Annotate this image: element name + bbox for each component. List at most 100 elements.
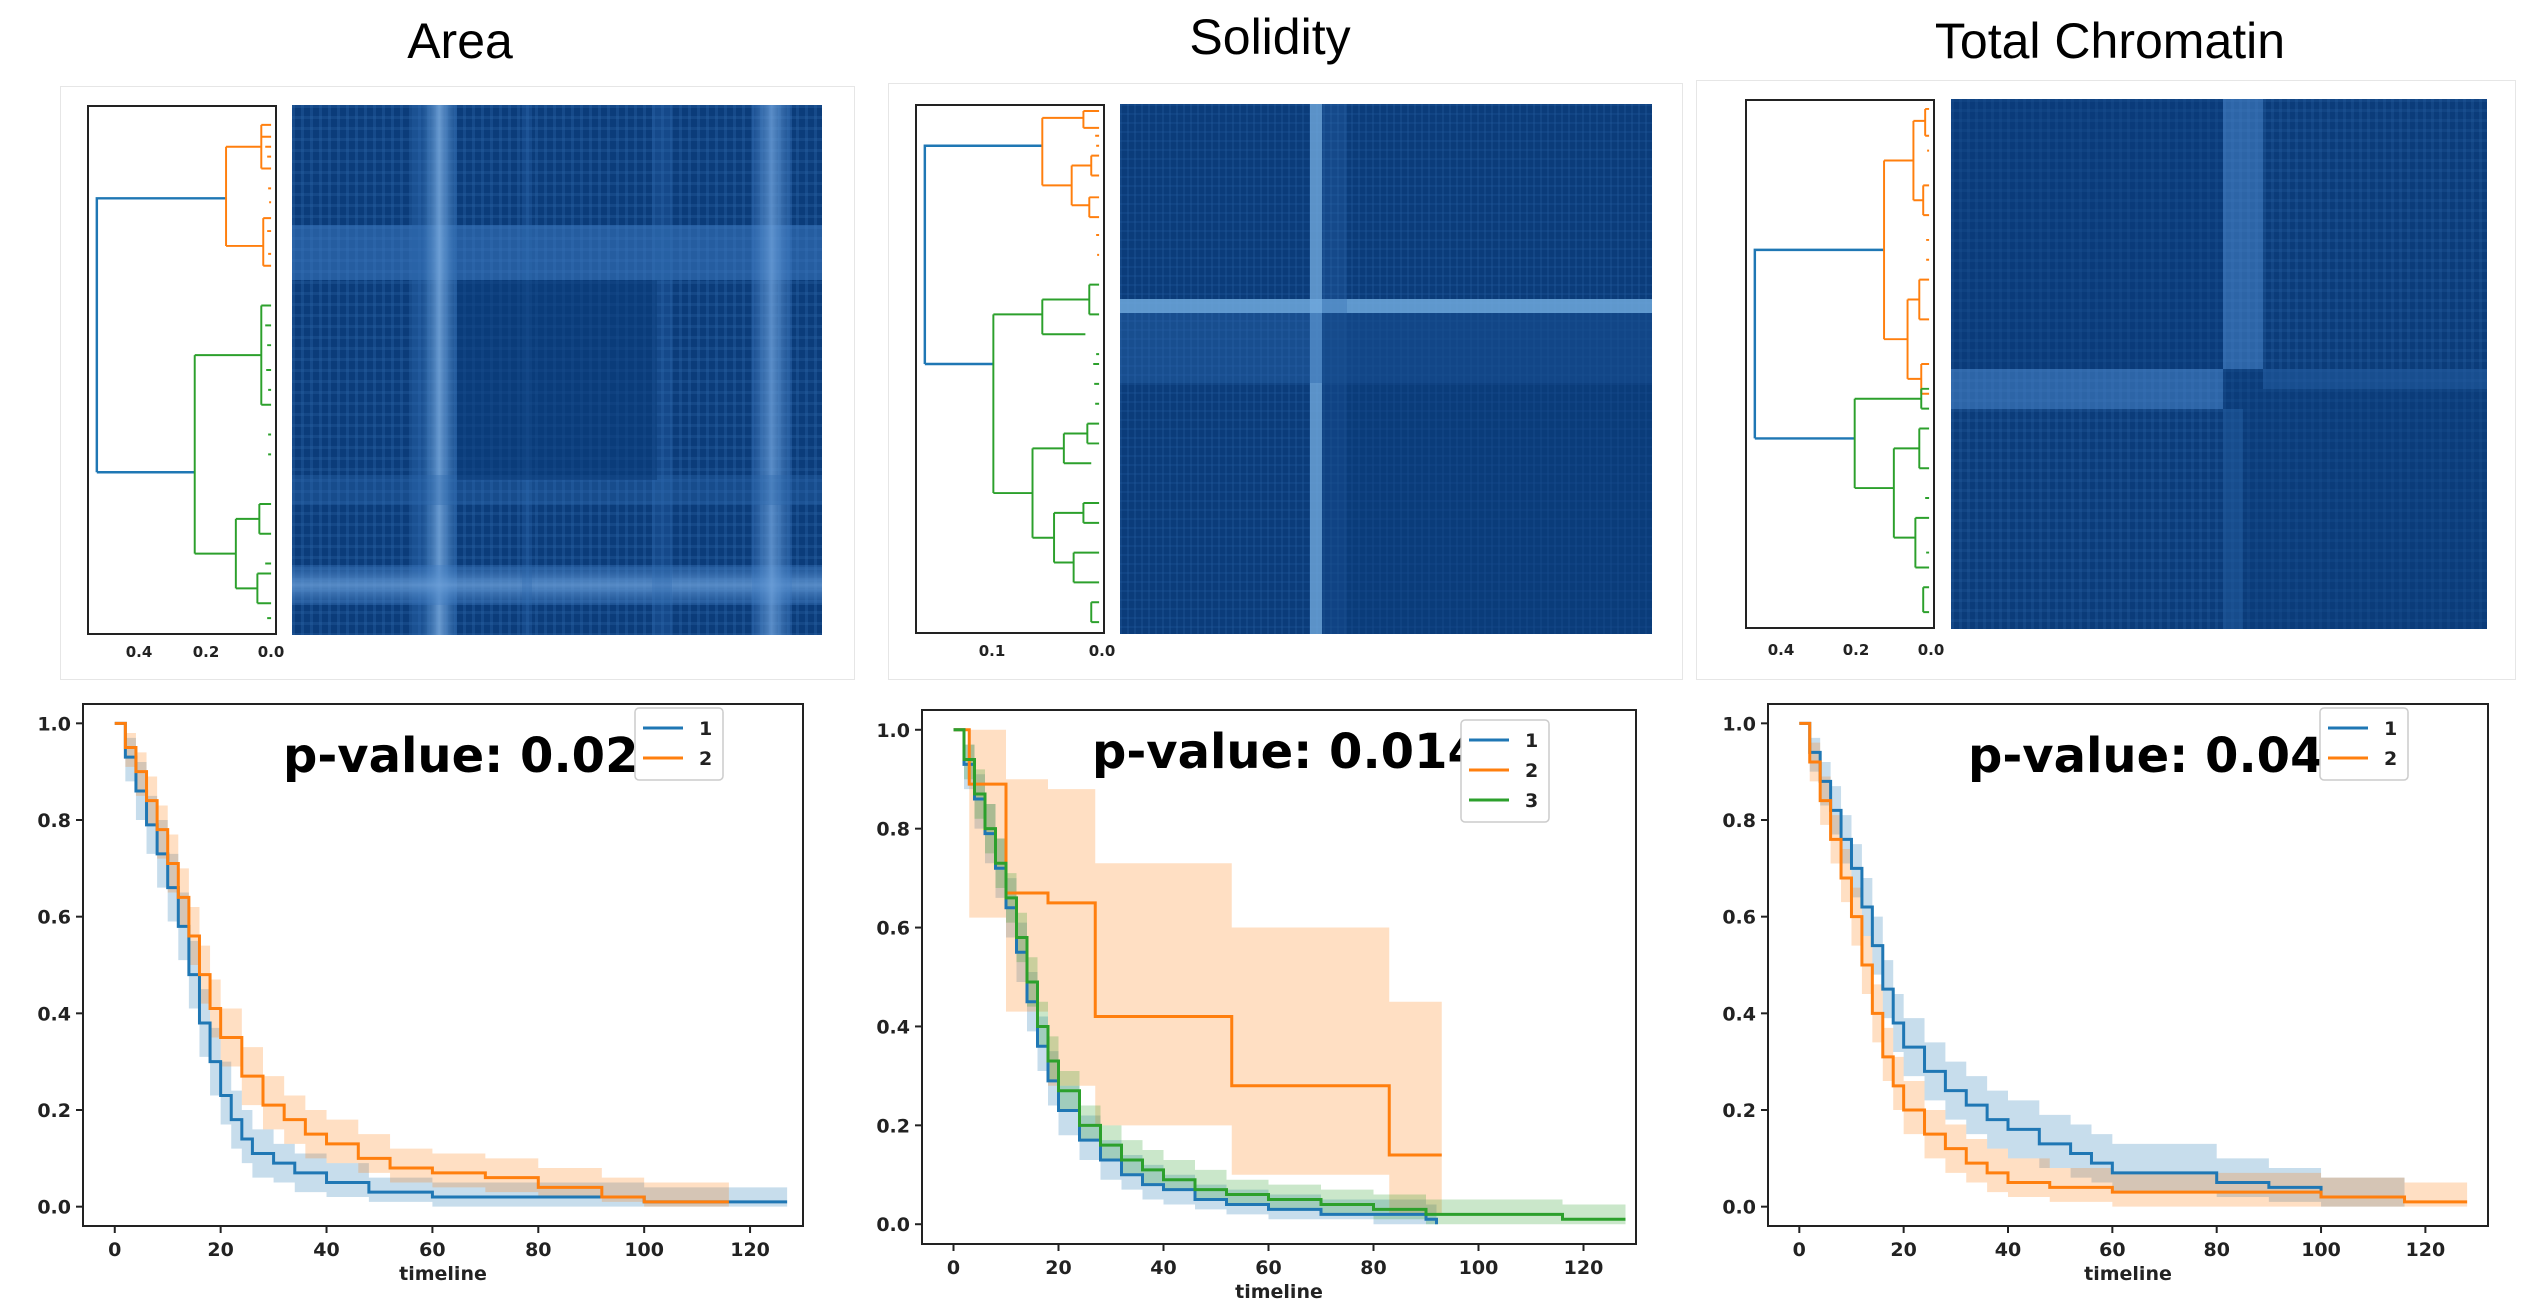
ci-band-series-1 [953,729,1437,1225]
ci-band-series-1 [114,723,788,1207]
x-tick-label: 0 [947,1257,960,1279]
axes-frame [1767,703,2489,1227]
y-tick-label: 0.8 [1722,810,1756,832]
legend: 1 2 3 [1460,719,1550,823]
legend-label-series-2: 2 [1525,760,1538,782]
y-tick-label: 0.0 [1722,1197,1756,1219]
legend: 12 [634,707,724,781]
x-tick-label: 120 [1564,1257,1604,1279]
p-value-annotation: p-value: 0.014 [1092,724,1481,780]
similarity-heatmap-total-chromatin [1951,99,2487,629]
y-tick-label: 0.6 [37,907,71,929]
x-axis-label: timeline [2084,1263,2172,1285]
dendrogram-link [225,123,272,267]
dendrogram-tick: 0.1 [978,642,1006,660]
survival-curve-series-1 [114,721,788,1204]
survival-curve-series-2 [1799,721,2468,1204]
y-tick-label: 1.0 [1722,713,1756,735]
x-tick-label: 20 [1045,1257,1071,1279]
legend-label-series-2: 2 [2384,748,2397,770]
dendrogram-solidity [915,104,1105,634]
x-tick-label: 0 [1793,1239,1806,1261]
x-axis-label: timeline [1235,1281,1323,1303]
dendrogram-link [193,304,272,620]
panel-title-total-chromatin: Total Chromatin [1934,13,2286,69]
x-tick-label: 40 [1150,1257,1176,1279]
y-tick-label: 1.0 [37,713,71,735]
km-plot-svg: 0 20 40 60 80 100 120 0.0 0.2 0.4 0.6 0.8 1.0 timelin… [876,709,1637,1303]
clustermap-panel-solidity: 0.1 0.0 [888,83,1683,680]
clustermap-panel-total-chromatin: 0.4 0.2 0.0 [1696,80,2516,680]
x-tick-label: 40 [313,1239,339,1261]
dendrogram-tick: 0.2 [1842,641,1870,659]
panel-title-solidity: Solidity [1189,9,1351,65]
km-chart-solidity: 0 20 40 60 80 100 120 0.0 0.2 0.4 0.6 0.8 1.0 timelin… [840,690,1670,1304]
x-tick-label: 100 [624,1239,664,1261]
y-tick-label: 0.4 [1722,1003,1756,1025]
y-tick-label: 0.0 [37,1197,71,1219]
dendrogram-link [1883,107,1930,395]
x-axis-label: timeline [399,1263,487,1285]
ci-band-series-2 [1799,723,2468,1207]
dendrogram-link [923,144,1043,366]
dendrogram-tick: 0.0 [1917,641,1945,659]
y-tick-label: 0.4 [876,1016,910,1038]
clustermap-panel-area: 0.4 0.2 0.0 [60,86,855,680]
dendrogram-tick: 0.0 [1088,642,1116,660]
dendrogram-tick: 0.0 [257,643,285,661]
x-tick-label: 20 [1890,1239,1916,1261]
x-tick-label: 0 [108,1239,121,1261]
legend-label-series-1: 1 [1525,730,1538,752]
survival-curve-series-1 [1799,721,2405,1199]
axes-frame [82,703,804,1227]
survival-curve-series-3 [953,728,1626,1221]
y-tick-label: 0.2 [876,1115,910,1137]
y-tick-label: 0.0 [876,1214,910,1236]
x-tick-label: 20 [207,1239,233,1261]
y-tick-label: 0.4 [37,1003,71,1025]
similarity-heatmap-solidity [1120,104,1652,634]
x-tick-label: 80 [2203,1239,2229,1261]
axes-frame [921,709,1637,1245]
dendrogram-tick: 0.4 [1767,641,1795,659]
y-tick-label: 0.2 [37,1100,71,1122]
y-tick-label: 0.6 [876,918,910,940]
ci-band-series-2 [114,723,729,1207]
dendrogram-area [87,105,277,635]
dendrogram-total-chromatin [1745,99,1935,629]
ci-band-series-2 [953,729,1442,1215]
legend-label-series-2: 2 [699,748,712,770]
legend-box [2319,707,2409,781]
y-tick-label: 0.6 [1722,907,1756,929]
y-tick-label: 0.8 [37,810,71,832]
x-tick-label: 60 [419,1239,445,1261]
y-tick-label: 0.8 [876,819,910,841]
survival-curve-series-2 [114,721,729,1204]
ci-band-series-1 [1799,723,2405,1207]
x-tick-label: 120 [730,1239,770,1261]
x-tick-label: 40 [1995,1239,2021,1261]
dendrogram-link [95,197,227,474]
km-chart-total-chromatin: 0 20 40 60 80 100 120 0.0 0.2 0.4 0.6 0.8 1.0 timelin… [1680,690,2534,1304]
km-plot-svg: 0 20 40 60 80 100 120 0.0 0.2 0.4 0.6 0.8 1.0 timelin… [37,703,804,1285]
x-tick-label: 100 [2301,1239,2341,1261]
dendrogram-link [1753,248,1885,440]
dendrogram-tick: 0.2 [192,643,220,661]
x-tick-label: 80 [1360,1257,1386,1279]
p-value-annotation: p-value: 0.044 [1968,728,2357,784]
y-tick-label: 1.0 [876,720,910,742]
similarity-heatmap-area [292,105,822,635]
legend-label-series-1: 1 [699,718,712,740]
dendrogram-link [992,283,1100,624]
x-tick-label: 60 [2099,1239,2125,1261]
legend-box [634,707,724,781]
x-tick-label: 100 [1459,1257,1499,1279]
dendrogram-link [1041,109,1100,256]
p-value-annotation: p-value: 0.026 [283,728,672,784]
dendrogram-tick: 0.4 [125,643,153,661]
legend-label-series-3: 3 [1525,790,1538,812]
x-tick-label: 60 [1255,1257,1281,1279]
km-plot-svg: 0 20 40 60 80 100 120 0.0 0.2 0.4 0.6 0.8 1.0 timelin… [1722,703,2489,1285]
y-tick-label: 0.2 [1722,1100,1756,1122]
panel-title-area: Area [407,13,513,69]
